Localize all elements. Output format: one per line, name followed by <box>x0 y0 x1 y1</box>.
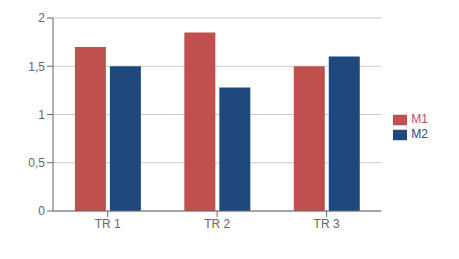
svg-text:TR 3: TR 3 <box>314 217 340 231</box>
svg-text:2: 2 <box>38 11 45 25</box>
svg-text:TR 2: TR 2 <box>204 217 230 231</box>
svg-text:1,5: 1,5 <box>28 60 45 74</box>
html-text:M2: M2 <box>411 127 428 141</box>
html-text:M1: M1 <box>411 112 428 127</box>
svg-text:TR 1: TR 1 <box>95 217 121 231</box>
svg-text:0: 0 <box>38 204 45 218</box>
svg-text:0,5: 0,5 <box>28 156 45 170</box>
svg-text:1: 1 <box>38 108 45 122</box>
